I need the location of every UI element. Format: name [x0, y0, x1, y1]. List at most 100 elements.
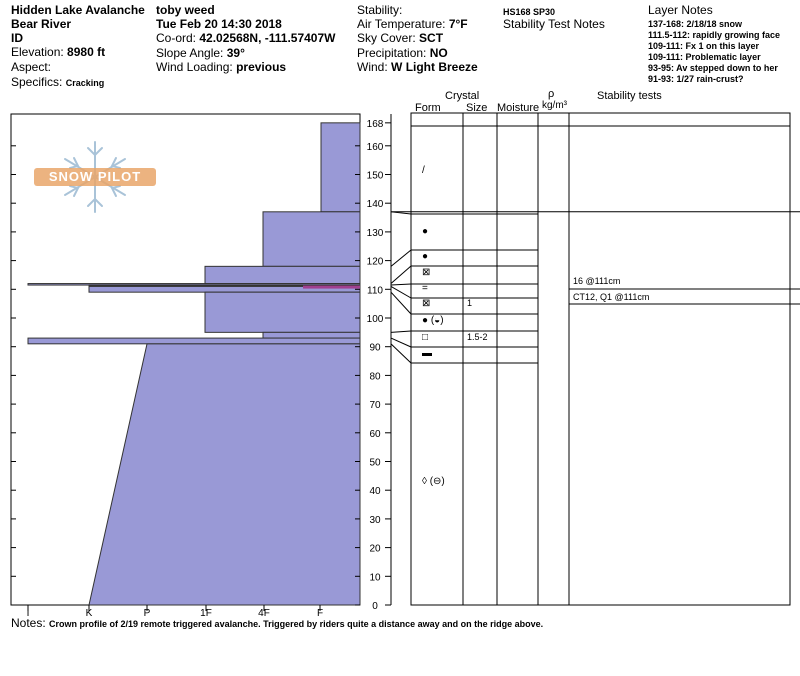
crystal-form-symbol: ▬ — [422, 348, 432, 359]
wind-value: W Light Breeze — [391, 60, 478, 74]
crystal-size-value: 1 — [467, 298, 472, 308]
slope-label: Slope Angle: — [156, 46, 224, 60]
layer-note: 109-111: Problematic layer — [648, 52, 761, 62]
layer-note: 111.5-112: rapidly growing face — [648, 30, 781, 40]
snowpilot-logo: SNOW PILOT — [34, 138, 156, 216]
depth-label: 10 — [369, 572, 381, 583]
layer-connector — [390, 337, 412, 348]
coord-field: Co-ord: 42.02568N, -111.57407W — [156, 31, 335, 45]
crystal-form-symbol: □ — [422, 332, 428, 343]
profile-layer-bar — [262, 211, 361, 267]
air-temp-field: Air Temperature: 7°F — [357, 17, 468, 31]
profile-layer-bar — [88, 343, 361, 606]
state-name: ID — [11, 31, 23, 45]
profile-layer-bar — [320, 122, 361, 213]
air-temp-label: Air Temperature: — [357, 17, 446, 31]
depth-label: 120 — [367, 257, 384, 268]
depth-label: 160 — [367, 142, 384, 153]
hs-value: HS168 SP30 — [503, 7, 556, 17]
elevation-value: 8980 ft — [67, 45, 106, 59]
stability-test-entry: 16 @111cm — [573, 276, 620, 286]
specifics-label: Specifics: — [11, 75, 63, 89]
form-header: Form — [415, 102, 441, 114]
layer-connector — [390, 343, 412, 364]
layer-note: 137-168: 2/18/18 snow — [648, 19, 743, 29]
notes-field: Notes: Crown profile of 2/19 remote trig… — [11, 616, 543, 631]
hardness-label: F — [317, 608, 323, 619]
crystal-form-symbol: ● — [422, 226, 428, 237]
wind-loading-field: Wind Loading: previous — [156, 60, 286, 74]
hardness-label: P — [144, 608, 151, 619]
layer-note: 91-93: 1/27 rain-crust? — [648, 74, 744, 84]
hardness-label: 1F — [200, 608, 212, 619]
depth-label: 90 — [369, 343, 381, 354]
layer-connector — [390, 283, 412, 286]
slope-field: Slope Angle: 39° — [156, 46, 245, 60]
crystal-form-symbol: ⊠ — [422, 298, 430, 309]
depth-label: 20 — [369, 544, 381, 555]
elevation-field: Elevation: 8980 ft — [11, 45, 105, 59]
elevation-label: Elevation: — [11, 45, 64, 59]
layer-notes-title: Layer Notes — [648, 3, 713, 17]
range-name: Bear River — [11, 17, 72, 31]
hardness-label: I — [27, 608, 30, 619]
location-name: Hidden Lake Avalanche — [11, 3, 145, 17]
weak-layer-highlight — [303, 285, 360, 289]
notes-label: Notes: — [11, 616, 46, 630]
precipitation-label: Precipitation: — [357, 46, 427, 60]
coord-label: Co-ord: — [156, 31, 197, 45]
layer-note: 93-95: Av stepped down to her — [648, 63, 778, 73]
crystal-form-symbol: ◊ (⊖) — [422, 476, 445, 487]
depth-label: 168 — [367, 119, 384, 130]
hardness-label: K — [86, 608, 93, 619]
crystal-table-frame — [410, 112, 791, 606]
precipitation-field: Precipitation: NO — [357, 46, 448, 60]
crystal-form-symbol: = — [422, 283, 428, 294]
density-unit-header: kg/m³ — [542, 100, 567, 111]
layer-connector — [390, 291, 412, 315]
specifics-field: Specifics: Cracking — [11, 75, 104, 90]
crystal-form-symbol: ● — [422, 251, 428, 262]
crystal-form-symbol: ● (◒) — [422, 315, 444, 326]
air-temp-value: 7°F — [448, 17, 468, 31]
crystal-header: Crystal — [445, 90, 480, 102]
layer-connector — [390, 285, 412, 299]
specifics-value: Cracking — [65, 78, 105, 88]
wind-field: Wind: W Light Breeze — [357, 60, 478, 74]
profile-layer-bar — [262, 331, 361, 339]
wind-label: Wind: — [357, 60, 388, 74]
coord-value: 42.02568N, -111.57407W — [199, 31, 336, 45]
stability-tests-header: Stability tests — [597, 90, 662, 102]
weak-layer-line — [89, 284, 360, 287]
sky-cover-value: SCT — [419, 31, 444, 45]
layer-note: 109-111: Fx 1 on this layer — [648, 41, 760, 51]
crystal-form-symbol: ⊠ — [422, 267, 430, 278]
depth-label: 40 — [369, 486, 381, 497]
depth-label: 140 — [367, 199, 384, 210]
depth-label: 30 — [369, 515, 381, 526]
layer-connector — [390, 265, 412, 284]
aspect-label: Aspect: — [11, 60, 52, 74]
layer-connector — [390, 249, 412, 267]
profile-layer-bar — [204, 265, 361, 285]
stability-test-notes-title: Stability Test Notes — [503, 17, 605, 31]
wind-loading-value: previous — [236, 60, 287, 74]
crystal-form-symbol: / — [422, 165, 425, 176]
depth-label: 80 — [369, 371, 381, 382]
precipitation-value: NO — [429, 46, 448, 60]
depth-label: 60 — [369, 429, 381, 440]
rho-header: ρ — [548, 88, 555, 100]
profile-layer-bar — [204, 291, 361, 333]
moisture-header: Moisture — [497, 102, 540, 114]
wind-loading-label: Wind Loading: — [156, 60, 233, 74]
layer-connector — [390, 330, 412, 333]
depth-label: 50 — [369, 458, 381, 469]
slope-value: 39° — [226, 46, 245, 60]
depth-label: 130 — [367, 228, 384, 239]
depth-label: 0 — [372, 601, 378, 612]
depth-label: 70 — [369, 400, 381, 411]
stability-test-entry: CT12, Q1 @111cm — [573, 292, 649, 302]
stability-label: Stability: — [357, 3, 403, 17]
hardness-label: 4F — [258, 608, 270, 619]
